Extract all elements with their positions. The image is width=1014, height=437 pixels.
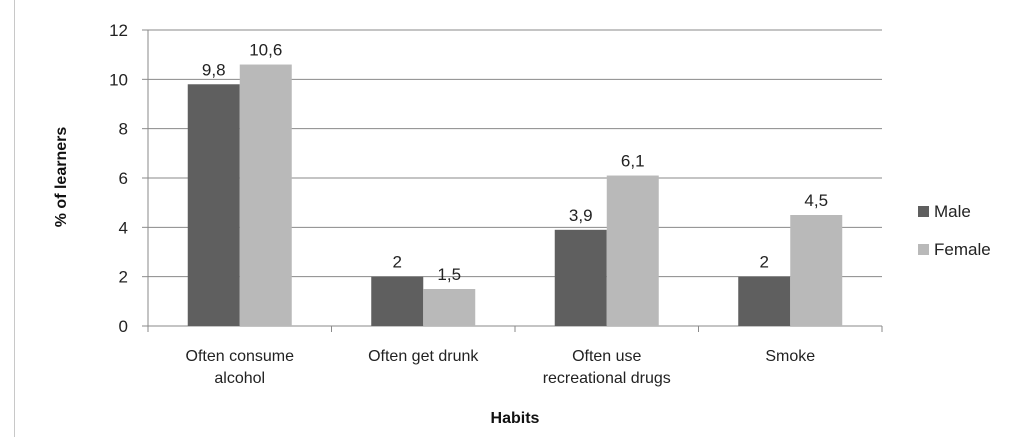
x-category-label: Often use recreational drugs <box>543 348 671 387</box>
bar-male-1 <box>187 84 240 327</box>
bar-female-4 <box>790 215 843 326</box>
bar-female-1 <box>239 64 292 327</box>
bar-male-3 <box>554 229 607 326</box>
y-tick-label: 12 <box>109 21 128 40</box>
data-label-female: 4,5 <box>804 191 828 210</box>
x-category-label: Often consume alcohol <box>186 348 295 387</box>
x-category-labels: Often consume alcohol Often get drunk Often… <box>186 348 816 387</box>
bar-male-4 <box>738 276 791 326</box>
y-tick-label: 4 <box>119 218 128 237</box>
x-axis-title: Habits <box>491 410 540 427</box>
data-label-female: 6,1 <box>621 152 645 171</box>
data-label-female: 10,6 <box>249 41 282 60</box>
data-label-male: 3,9 <box>569 206 593 225</box>
y-tick-labels: 0 2 4 6 8 10 12 <box>109 21 128 336</box>
data-label-male: 2 <box>393 253 402 272</box>
y-tick-label: 8 <box>119 120 128 139</box>
bars <box>187 64 843 327</box>
x-category-label: Smoke <box>765 348 815 365</box>
data-label-female: 1,5 <box>437 265 461 284</box>
legend-swatch-male <box>918 206 929 217</box>
data-labels: 9,8 10,6 2 1,5 3,9 6,1 2 4,5 <box>202 41 828 284</box>
y-tick-label: 10 <box>109 70 128 89</box>
legend-label-male: Male <box>934 202 971 221</box>
x-category-label: Often get drunk <box>368 348 479 365</box>
y-tick-label: 6 <box>119 169 128 188</box>
bar-male-2 <box>371 276 424 326</box>
data-label-male: 9,8 <box>202 60 226 79</box>
y-axis-title: % of learners <box>53 127 70 228</box>
y-tick-label: 0 <box>119 317 128 336</box>
left-border-line <box>14 0 15 437</box>
y-tick-label: 2 <box>119 268 128 287</box>
legend: Male Female <box>918 202 991 259</box>
bar-female-2 <box>423 289 476 326</box>
legend-swatch-female <box>918 244 929 255</box>
legend-label-female: Female <box>934 240 991 259</box>
data-label-male: 2 <box>760 253 769 272</box>
bar-female-3 <box>606 175 659 326</box>
